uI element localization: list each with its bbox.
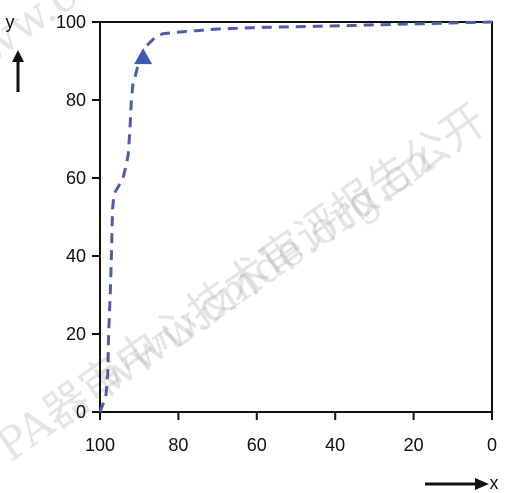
x-axis-label: x (490, 473, 499, 493)
y-tick-label: 60 (66, 168, 86, 188)
ticks-layer: 0 20 40 60 80 100 100 80 60 40 20 0 (56, 12, 497, 455)
x-axis-arrow-head (475, 478, 489, 490)
y-axis-label: y (6, 12, 15, 32)
y-tick-label: 100 (56, 12, 86, 32)
x-tick-label: 40 (325, 435, 345, 455)
y-axis-arrow-head (12, 50, 24, 62)
y-tick-label: 80 (66, 90, 86, 110)
x-tick-label: 0 (487, 435, 497, 455)
x-tick-label: 100 (85, 435, 115, 455)
x-tick-label: 60 (247, 435, 267, 455)
triangle-marker (134, 48, 153, 65)
series-line-1 (98, 20, 493, 413)
y-tick-label: 40 (66, 246, 86, 266)
y-tick-label: 20 (66, 324, 86, 344)
x-tick-label: 20 (404, 435, 424, 455)
marker-layer (134, 48, 153, 65)
axes-layer (99, 21, 493, 413)
plot-frame (99, 21, 493, 413)
axis-name-layer: y x (6, 12, 499, 493)
series-layer (98, 20, 493, 413)
x-tick-label: 80 (168, 435, 188, 455)
y-tick-label: 0 (76, 402, 86, 422)
